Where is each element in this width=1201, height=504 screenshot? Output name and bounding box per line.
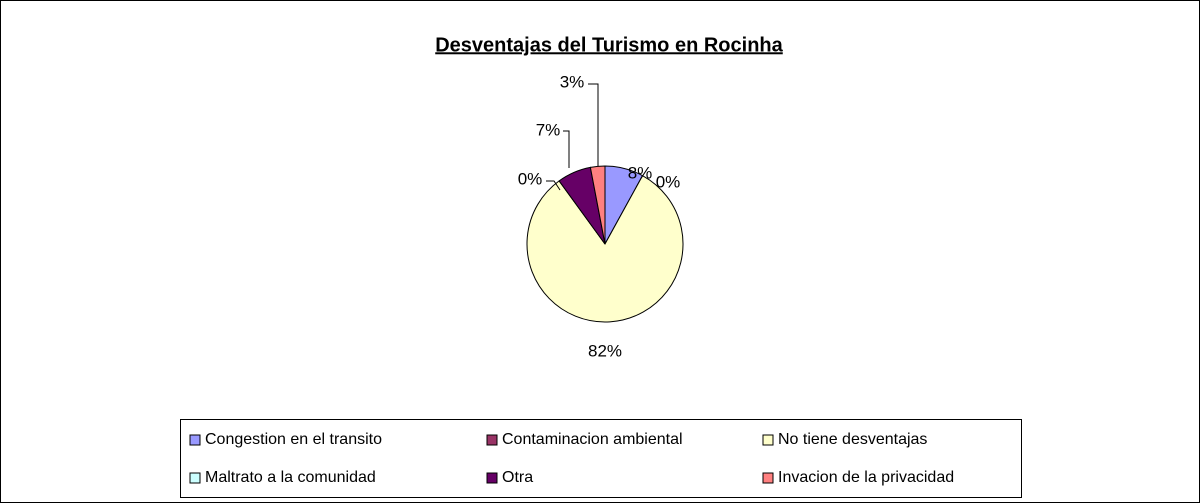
legend-label: Contaminacion ambiental — [502, 431, 683, 448]
data-label: 0% — [518, 169, 543, 188]
legend-swatch — [189, 472, 201, 484]
legend-box — [180, 419, 1022, 498]
legend-swatch — [762, 434, 774, 446]
pie-slice — [589, 165, 606, 245]
leader-line — [546, 180, 561, 191]
data-label: 3% — [560, 72, 585, 91]
legend-label: No tiene desventajas — [778, 431, 927, 448]
leader-line — [563, 130, 570, 168]
pie-slice — [526, 174, 684, 323]
chart-title: Desventajas del Turismo en Rocinha — [435, 34, 783, 56]
legend-label: Otra — [502, 469, 533, 486]
legend-swatch — [762, 472, 774, 484]
legend-swatch — [486, 472, 498, 484]
legend-label: Invacion de la privacidad — [778, 469, 954, 486]
data-label: 82% — [588, 341, 622, 360]
legend-label: Maltrato a la comunidad — [205, 469, 376, 486]
legend-label: Congestion en el transito — [205, 431, 382, 448]
legend-swatch — [486, 434, 498, 446]
data-label: 0% — [656, 172, 681, 191]
data-label: 8% — [628, 163, 653, 182]
leader-line — [588, 83, 599, 166]
legend-swatch — [189, 434, 201, 446]
data-label: 7% — [536, 120, 561, 139]
